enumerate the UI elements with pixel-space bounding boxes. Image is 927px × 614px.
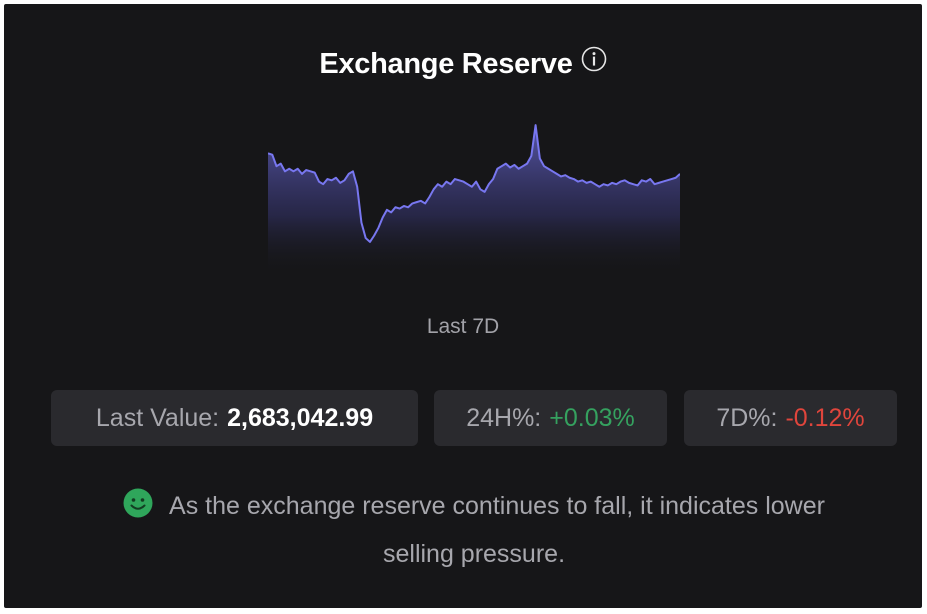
chart-svg bbox=[267, 124, 681, 276]
chart-area-fill bbox=[268, 125, 680, 276]
smiley-face-icon bbox=[123, 488, 153, 518]
last-value: 2,683,042.99 bbox=[227, 403, 374, 432]
exchange-reserve-card: Exchange Reserve Last 7D Last Value: 2,6… bbox=[4, 4, 922, 608]
insight-message: As the exchange reserve continues to fal… bbox=[104, 482, 844, 578]
change-24h-label: 24H%: bbox=[466, 403, 542, 432]
card-title: Exchange Reserve bbox=[319, 48, 573, 80]
chart-period-label: Last 7D bbox=[426, 315, 500, 338]
change-24h-stat: 24H%: +0.03% bbox=[434, 390, 667, 446]
last-value-stat: Last Value: 2,683,042.99 bbox=[51, 390, 418, 446]
reserve-area-chart bbox=[267, 114, 681, 281]
change-7d-stat: 7D%: -0.12% bbox=[684, 390, 897, 446]
last-value-label: Last Value: bbox=[95, 403, 220, 432]
change-7d-value: -0.12% bbox=[785, 403, 865, 432]
insight-text: As the exchange reserve continues to fal… bbox=[169, 492, 825, 568]
card-header: Exchange Reserve bbox=[4, 46, 922, 81]
change-24h-value: +0.03% bbox=[549, 403, 635, 432]
info-icon[interactable] bbox=[581, 46, 607, 72]
chart-series-line bbox=[267, 124, 681, 243]
change-7d-label: 7D%: bbox=[716, 403, 778, 432]
